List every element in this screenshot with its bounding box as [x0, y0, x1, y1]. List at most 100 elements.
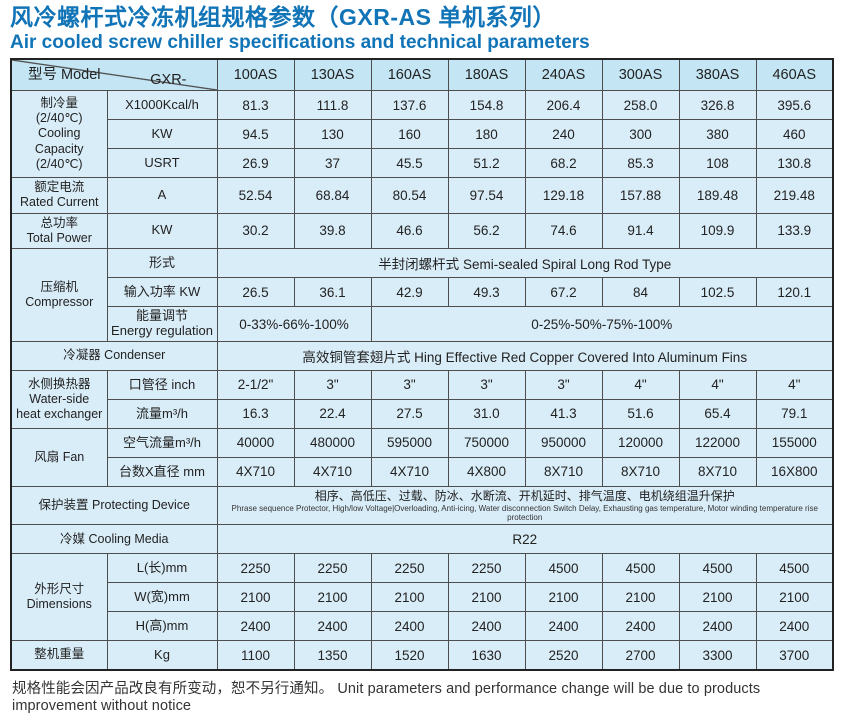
unit-weight-value-240AS: 2520	[524, 640, 603, 671]
cooling-capacity-kcal-value-100AS: 81.3	[216, 90, 295, 121]
row-cooling-capacity-kw: KW 94.5 130 160 180 240 300 380 460	[11, 119, 834, 150]
model-column-header: 100AS	[216, 58, 295, 92]
row-condenser: 冷凝器 Condenser 高效铜管套翅片式 Hing Effective Red…	[10, 340, 834, 371]
dimension-height-label: H(高)mm	[106, 611, 218, 642]
water-flow-value-460AS: 79.1	[755, 398, 834, 429]
dimension-length-value-100AS: 2250	[216, 553, 295, 584]
condenser-group-label: 冷凝器 Condenser	[10, 340, 218, 371]
water-flow-value-300AS: 51.6	[601, 398, 680, 429]
total-power-value-460AS: 133.9	[755, 212, 834, 250]
cooling-capacity-usrt-value-240AS: 68.2	[524, 148, 603, 179]
row-fan-count-diameter: 台数X直径 mm 4X710 4X710 4X710 4X800 8X710 8X710 8X…	[11, 456, 834, 487]
water-flow-value-160AS: 27.5	[370, 398, 449, 429]
row-cooling-capacity-kcal: 制冷量 (2/40℃) Cooling Capacity (2/40℃) X1000Kca…	[10, 90, 834, 179]
total-power-value-130AS: 39.8	[293, 212, 372, 250]
total-power-value-300AS: 91.4	[601, 212, 680, 250]
spec-table: 型号 Model GXR- 100AS 130AS 160AS 180AS 240AS 3…	[10, 57, 834, 671]
water-flow-value-180AS: 31.0	[447, 398, 526, 429]
row-fan-air-flow: 风扇 Fan 空气流量m³/h 40000 480000 595000 750000 950…	[10, 427, 834, 487]
unit-weight-value-100AS: 1100	[216, 640, 295, 671]
model-column-header: 180AS	[447, 58, 526, 92]
dimension-height-value-380AS: 2400	[678, 611, 757, 642]
row-water-flow: 流量m³/h 16.3 22.4 27.5 31.0 41.3 51.6 65.4 79.1	[11, 398, 834, 429]
cooling-capacity-usrt-value-380AS: 108	[678, 148, 757, 179]
fan-count-diameter-value-180AS: 4X800	[447, 456, 526, 487]
dimension-height-value-130AS: 2400	[293, 611, 372, 642]
compressor-energy-regulation-label: 能量调节 Energy regulation	[106, 306, 218, 342]
fan-count-diameter-value-100AS: 4X710	[216, 456, 295, 487]
compressor-input-power-value-100AS: 26.5	[216, 277, 295, 308]
fan-count-diameter-value-130AS: 4X710	[293, 456, 372, 487]
compressor-type-label: 形式	[106, 248, 218, 279]
cooling-capacity-kw-value-130AS: 130	[293, 119, 372, 150]
fan-count-diameter-label: 台数X直径 mm	[106, 456, 218, 487]
cooling-capacity-kcal-value-240AS: 206.4	[524, 90, 603, 121]
fan-count-diameter-value-300AS: 8X710	[601, 456, 680, 487]
model-column-header: 130AS	[293, 58, 372, 92]
compressor-energy-regulation-span-value-1: 0-25%-50%-75%-100%	[370, 306, 834, 342]
compressor-input-power-label: 输入功率 KW	[106, 277, 218, 308]
fan-air-flow-value-300AS: 120000	[601, 427, 680, 458]
condenser-span-value-0: 高效铜管套翅片式 Hing Effective Red Copper Cover…	[216, 340, 834, 371]
water-flow-value-240AS: 41.3	[524, 398, 603, 429]
rated-current-value-300AS: 157.88	[601, 177, 680, 214]
cooling-capacity-kw-label: KW	[106, 119, 218, 150]
row-pipe-diameter: 水侧换热器 Water-side heat exchanger 口管径 inch 2-1…	[10, 369, 834, 429]
rated-current-group-label: 额定电流 Rated Current	[10, 177, 108, 214]
row-compressor-type: 压缩机 Compressor 形式 半封闭螺杆式 Semi-sealed Spiral…	[10, 248, 834, 342]
model-corner-cell: 型号 Model GXR-	[10, 58, 218, 92]
pipe-diameter-value-300AS: 4"	[601, 369, 680, 400]
dimension-width-value-160AS: 2100	[370, 582, 449, 613]
dimension-width-value-240AS: 2100	[524, 582, 603, 613]
cooling-capacity-usrt-value-160AS: 45.5	[370, 148, 449, 179]
compressor-input-power-value-240AS: 67.2	[524, 277, 603, 308]
cooling-capacity-kcal-value-160AS: 137.6	[370, 90, 449, 121]
dimension-height-value-100AS: 2400	[216, 611, 295, 642]
dimension-length-value-240AS: 4500	[524, 553, 603, 584]
rated-current-value-160AS: 80.54	[370, 177, 449, 214]
cooling-capacity-kw-value-180AS: 180	[447, 119, 526, 150]
unit-weight-value-300AS: 2700	[601, 640, 680, 671]
dimension-width-value-300AS: 2100	[601, 582, 680, 613]
compressor-type-group-label: 压缩机 Compressor	[10, 248, 108, 342]
pipe-diameter-value-180AS: 3"	[447, 369, 526, 400]
dimension-length-value-460AS: 4500	[755, 553, 834, 584]
dimension-height-value-180AS: 2400	[447, 611, 526, 642]
cooling-capacity-kw-value-160AS: 160	[370, 119, 449, 150]
fan-air-flow-value-460AS: 155000	[755, 427, 834, 458]
dimension-length-group-label: 外形尺寸 Dimensions	[10, 553, 108, 642]
water-flow-value-130AS: 22.4	[293, 398, 372, 429]
cooling-capacity-kcal-value-180AS: 154.8	[447, 90, 526, 121]
rated-current-value-240AS: 129.18	[524, 177, 603, 214]
dimension-width-value-460AS: 2100	[755, 582, 834, 613]
total-power-group-label: 总功率 Total Power	[10, 212, 108, 250]
unit-weight-value-380AS: 3300	[678, 640, 757, 671]
fan-air-flow-value-130AS: 480000	[293, 427, 372, 458]
row-total-power: 总功率 Total Power KW 30.2 39.8 46.6 56.2 74.6 91.4…	[10, 212, 834, 250]
cooling-capacity-kcal-value-130AS: 111.8	[293, 90, 372, 121]
fan-air-flow-value-240AS: 950000	[524, 427, 603, 458]
page-title: 风冷螺杆式冷冻机组规格参数（GXR-AS 单机系列）	[10, 4, 556, 30]
fan-air-flow-value-380AS: 122000	[678, 427, 757, 458]
cooling-capacity-kw-value-240AS: 240	[524, 119, 603, 150]
row-protecting-device: 保护装置 Protecting Device 相序、高低压、过载、防冰、水断流、开…	[10, 485, 834, 526]
fan-air-flow-value-160AS: 595000	[370, 427, 449, 458]
cooling-media-group-label: 冷媒 Cooling Media	[10, 524, 218, 555]
pipe-diameter-value-380AS: 4"	[678, 369, 757, 400]
water-flow-value-100AS: 16.3	[216, 398, 295, 429]
dimension-width-value-100AS: 2100	[216, 582, 295, 613]
protecting-device-text-zh: 相序、高低压、过载、防冰、水断流、开机延时、排气温度、电机绕组温升保护	[314, 488, 735, 503]
fan-count-diameter-value-160AS: 4X710	[370, 456, 449, 487]
row-compressor-input-power: 输入功率 KW 26.5 36.1 42.9 49.3 67.2 84 102.5 120.1	[11, 277, 834, 308]
total-power-value-380AS: 109.9	[678, 212, 757, 250]
compressor-input-power-value-300AS: 84	[601, 277, 680, 308]
dimension-height-value-460AS: 2400	[755, 611, 834, 642]
dimension-length-value-130AS: 2250	[293, 553, 372, 584]
fan-air-flow-value-100AS: 40000	[216, 427, 295, 458]
total-power-value-160AS: 46.6	[370, 212, 449, 250]
fan-count-diameter-value-240AS: 8X710	[524, 456, 603, 487]
compressor-input-power-value-180AS: 49.3	[447, 277, 526, 308]
dimension-width-value-180AS: 2100	[447, 582, 526, 613]
fan-count-diameter-value-380AS: 8X710	[678, 456, 757, 487]
